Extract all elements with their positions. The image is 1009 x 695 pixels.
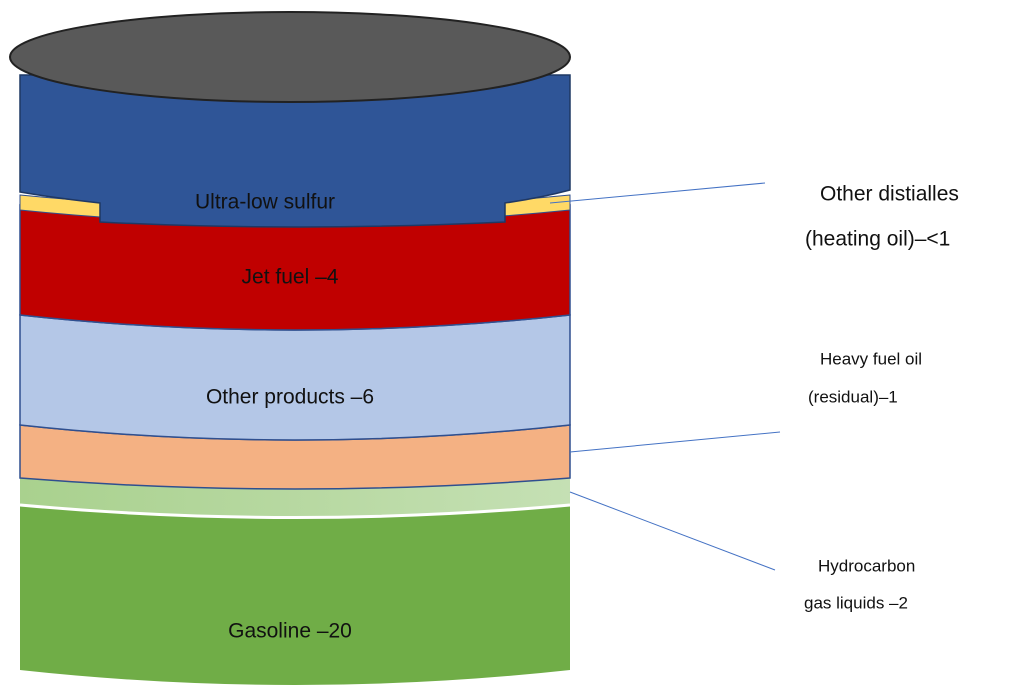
callout-text: Hydrocarbon	[818, 556, 915, 575]
layer-label: Jet fuel –4	[242, 266, 339, 289]
layer-label: Gasoline –20	[228, 620, 352, 643]
callout-text: Heavy fuel oil	[820, 349, 922, 368]
layer-other-products	[20, 315, 570, 440]
callout-line	[570, 432, 780, 452]
callout-line	[550, 183, 765, 203]
callout-text: (residual)–1	[808, 387, 898, 406]
layer-label: Ultra-low sulfur	[195, 191, 335, 214]
callout-line	[570, 492, 775, 570]
callout-text: (heating oil)–<1	[805, 228, 950, 251]
barrel-lid	[10, 12, 570, 102]
layer-label: Other products –6	[206, 386, 374, 409]
callout-text: gas liquids –2	[804, 593, 908, 612]
callout-text: Other distialles	[820, 183, 959, 206]
layer-gasoline	[20, 505, 570, 685]
diagram: Ultra-low sulfur Jet fuel –4 Other produ…	[0, 0, 1009, 695]
